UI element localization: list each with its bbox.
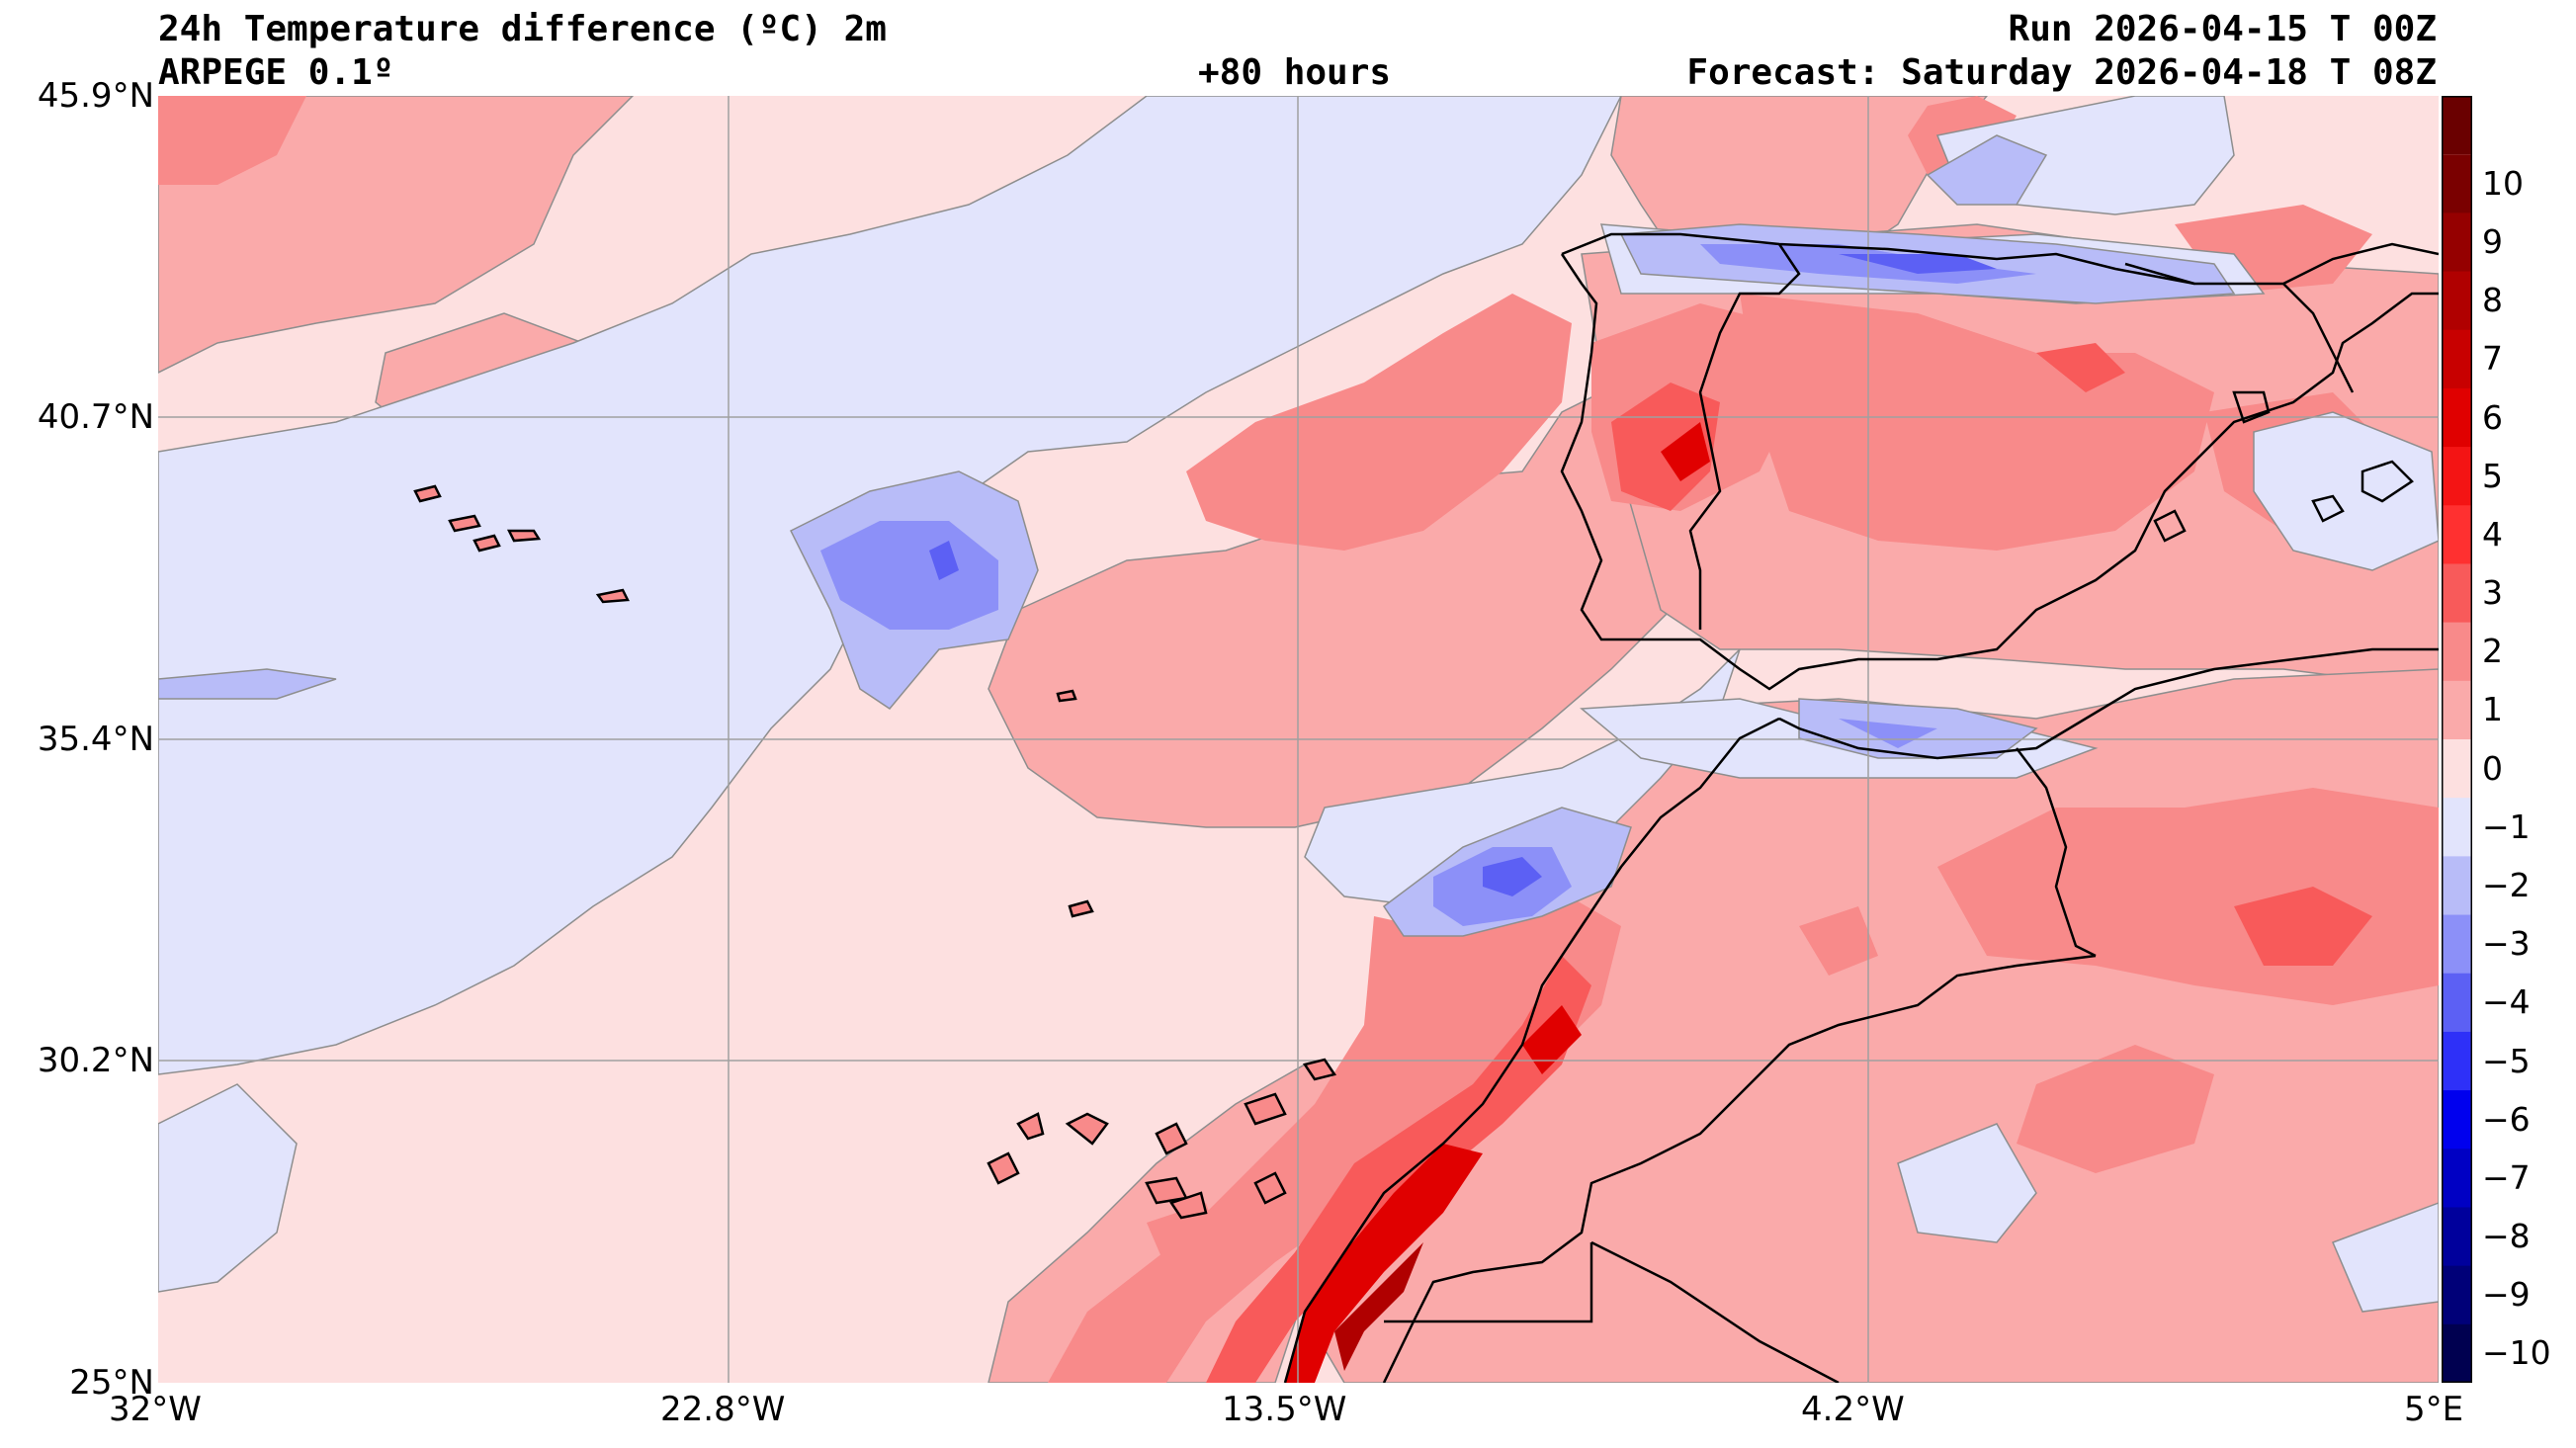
colorbar-tick-label: 3 (2482, 573, 2503, 613)
colorbar-tick-label: −5 (2482, 1041, 2531, 1080)
colorbar-band (2442, 447, 2472, 506)
colorbar-tick-label: 9 (2482, 221, 2503, 261)
colorbar-tick-label: −10 (2482, 1333, 2551, 1373)
colorbar (2442, 96, 2472, 1383)
temperature-difference-map (158, 96, 2439, 1383)
field-3-5 (1206, 343, 2372, 1383)
colorbar-tick-label: 1 (2482, 690, 2503, 729)
colorbar-tick-label: −3 (2482, 924, 2531, 964)
field-8-plus (1334, 1242, 1423, 1371)
islands (413, 484, 1337, 1220)
colorbar-tick-label: −4 (2482, 982, 2531, 1022)
lat-label: 25°N (69, 1363, 154, 1403)
colorbar-tick-label: −8 (2482, 1217, 2531, 1256)
colorbar-band (2442, 271, 2472, 331)
lon-label: 32°W (109, 1390, 202, 1429)
colorbar-band (2442, 1031, 2472, 1091)
colorbar-band (2442, 1207, 2472, 1267)
map-title: 24h Temperature difference (ºC) 2m (158, 9, 887, 49)
colorbar-band (2442, 739, 2472, 799)
colorbar-band (2442, 622, 2472, 682)
lon-label: 22.8°W (660, 1390, 786, 1429)
colorbar-band (2442, 1323, 2472, 1383)
colorbar-band (2442, 1149, 2472, 1208)
colorbar-tick-label: −9 (2482, 1275, 2531, 1315)
lon-label: 4.2°W (1801, 1390, 1905, 1429)
colorbar-tick-label: 5 (2482, 456, 2503, 495)
run-label: Run 2026-04-15 T 00Z (2008, 9, 2437, 49)
colorbar-band (2442, 96, 2472, 155)
colorbar-band (2442, 1265, 2472, 1325)
colorbar-band (2442, 1090, 2472, 1150)
colorbar-tick-label: −6 (2482, 1099, 2531, 1139)
colorbar-tick-label: 6 (2482, 397, 2503, 437)
colorbar-band (2442, 856, 2472, 916)
colorbar-tick-label: 0 (2482, 748, 2503, 788)
lead-time-label: +80 hours (1198, 52, 1392, 93)
coastlines (1283, 232, 2439, 1383)
colorbar-frame (2442, 96, 2472, 1383)
lon-label: 5°E (2404, 1390, 2464, 1429)
colorbar-band (2442, 505, 2472, 564)
colorbar-tick-label: 8 (2482, 281, 2503, 320)
colorbar-band (2442, 563, 2472, 624)
colorbar-tick-label: −2 (2482, 865, 2531, 904)
colorbar-tick-label: −1 (2482, 807, 2531, 846)
colorbar-tick-label: −7 (2482, 1157, 2531, 1197)
lat-label: 30.2°N (37, 1041, 154, 1080)
colorbar-band (2442, 387, 2472, 448)
colorbar-band (2442, 973, 2472, 1033)
lat-label: 35.4°N (37, 720, 154, 759)
colorbar-tick-label: 4 (2482, 514, 2503, 554)
colorbar-band (2442, 798, 2472, 857)
colorbar-tick-label: 10 (2482, 163, 2524, 203)
colorbar-band (2442, 213, 2472, 273)
field-neg-4-6 (929, 254, 1997, 896)
field-5-8 (1285, 422, 1710, 1383)
colorbar-band (2442, 329, 2472, 389)
lat-label: 40.7°N (37, 397, 154, 437)
lon-label: 13.5°W (1222, 1390, 1347, 1429)
colorbar-band (2442, 680, 2472, 740)
forecast-label: Forecast: Saturday 2026-04-18 T 08Z (1686, 52, 2437, 93)
graticule (158, 96, 2439, 1383)
lat-label: 45.9°N (37, 76, 154, 116)
colorbar-band (2442, 154, 2472, 213)
model-label: ARPEGE 0.1º (158, 52, 394, 93)
colorbar-tick-label: 2 (2482, 632, 2503, 671)
colorbar-tick-label: 7 (2482, 339, 2503, 379)
colorbar-band (2442, 914, 2472, 975)
